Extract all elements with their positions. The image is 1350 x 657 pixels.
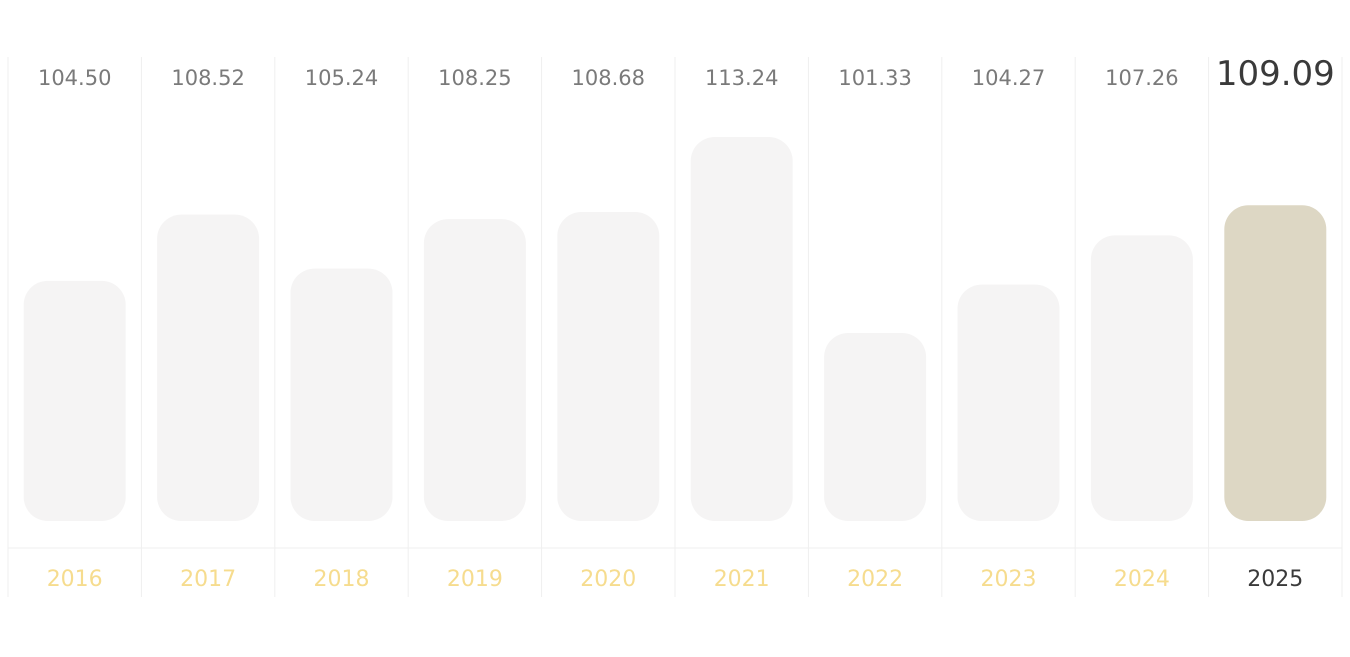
value-label-2021: 113.24: [705, 66, 778, 90]
year-label-2025: 2025: [1247, 567, 1303, 592]
bar-2025: [1224, 205, 1327, 522]
year-label-2022: 2022: [847, 567, 903, 592]
value-label-2016: 104.50: [38, 66, 111, 90]
year-label-2017: 2017: [180, 567, 236, 592]
value-label-2024: 107.26: [1105, 66, 1178, 90]
value-labels: 104.50 108.52 105.24 108.25 108.68 113.24 101.…: [38, 54, 1335, 94]
year-label-2021: 2021: [714, 567, 770, 592]
value-label-2025: 109.09: [1216, 54, 1335, 94]
value-label-2020: 108.68: [572, 66, 645, 90]
bar-2017: [157, 214, 260, 521]
bar-2022: [824, 333, 927, 521]
year-label-2023: 2023: [981, 567, 1037, 592]
year-label-2020: 2020: [580, 567, 636, 592]
year-labels: 2016 2017 2018 2019 2020 2021 2022 2023 2024 2025: [47, 567, 1304, 592]
year-label-2024: 2024: [1114, 567, 1170, 592]
bar-2023: [957, 284, 1060, 521]
value-label-2018: 105.24: [305, 66, 378, 90]
year-label-2018: 2018: [314, 567, 370, 592]
bar-2018: [290, 268, 393, 521]
bar-2019: [423, 219, 526, 521]
column-dividers: [7, 57, 1343, 597]
bar-2024: [1090, 235, 1193, 521]
year-label-2016: 2016: [47, 567, 103, 592]
bar-2016: [23, 280, 126, 521]
year-label-2019: 2019: [447, 567, 503, 592]
bar-2020: [557, 212, 660, 521]
value-label-2019: 108.25: [438, 66, 511, 90]
value-label-2023: 104.27: [972, 66, 1045, 90]
bar-2021: [690, 137, 793, 521]
value-label-2017: 108.52: [171, 66, 244, 90]
value-label-2022: 101.33: [838, 66, 911, 90]
bars: [23, 137, 1327, 522]
